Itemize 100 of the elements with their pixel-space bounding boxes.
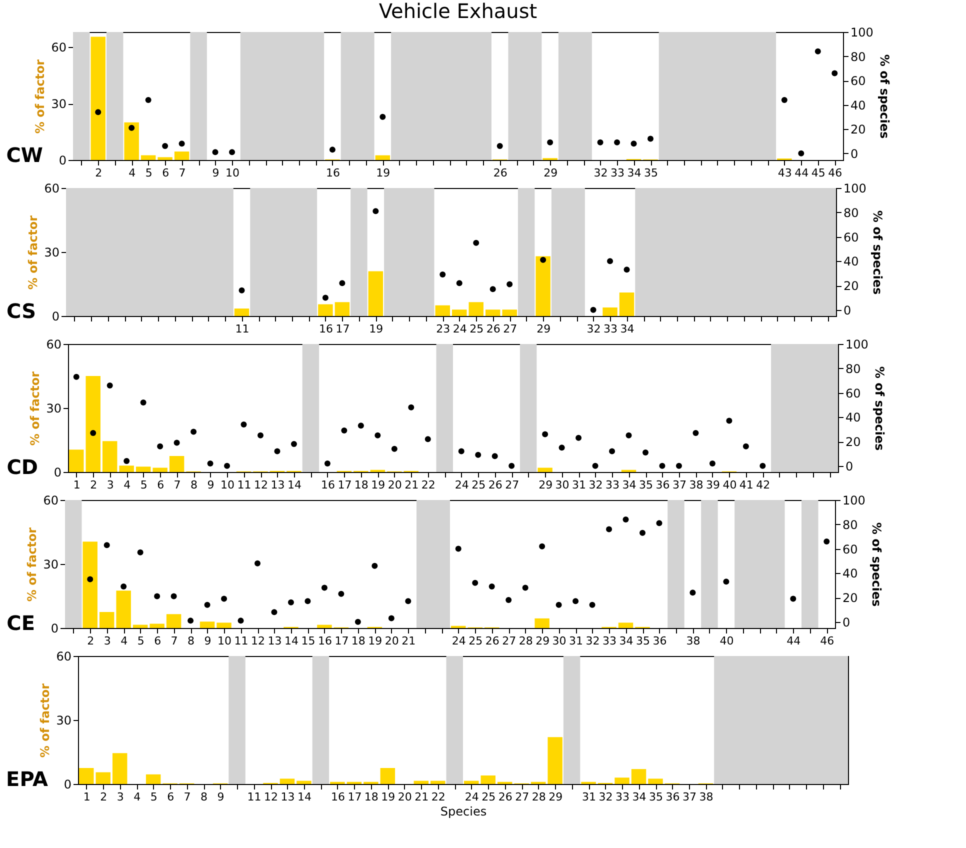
bar	[468, 302, 484, 316]
y-tick-label: 60	[46, 338, 62, 352]
x-tick-label: 44	[794, 166, 809, 180]
x-tick-label: 33	[610, 166, 625, 180]
x-tick-label: 12	[251, 634, 265, 648]
point	[271, 609, 278, 616]
x-tick-label: 21	[402, 634, 416, 648]
x-tick-label: 30	[552, 634, 566, 648]
point	[95, 109, 102, 116]
x-tick-label: 8	[188, 634, 195, 648]
x-tick-label: 42	[756, 478, 770, 492]
point	[73, 374, 80, 380]
bar	[502, 310, 517, 316]
x-tick-label: 8	[190, 478, 198, 492]
point	[128, 124, 135, 131]
y-tick-label: 30	[51, 97, 66, 112]
x-tick-label: 33	[602, 634, 617, 648]
point	[781, 96, 788, 103]
x-tick-label: 6	[154, 634, 162, 648]
point	[709, 460, 716, 466]
x-tick-label: 35	[639, 478, 653, 492]
x-tick-label: 7	[184, 790, 191, 804]
bar	[375, 155, 390, 160]
x-tick-label: 34	[620, 322, 634, 336]
y2-tick-label: 100	[850, 26, 874, 40]
x-tick-label: 29	[538, 478, 553, 492]
x-tick-label: 23	[436, 322, 450, 336]
y-axis-title: % of factor	[33, 59, 48, 134]
point	[329, 146, 336, 153]
x-tick-label: 32	[586, 322, 601, 336]
y-tick-label: 60	[51, 40, 66, 55]
point	[170, 593, 177, 600]
point	[372, 208, 379, 214]
point	[456, 280, 462, 286]
point	[540, 256, 546, 263]
x-tick-label: 13	[270, 478, 285, 492]
x-tick-label: 1	[73, 478, 80, 492]
x-tick-label: 25	[472, 478, 486, 492]
x-tick-label: 14	[297, 790, 312, 804]
x-tick-label: 17	[334, 634, 349, 648]
point	[238, 618, 244, 624]
x-tick-label: 31	[569, 634, 584, 648]
x-tick-label: 38	[699, 790, 714, 804]
point	[124, 458, 130, 464]
x-tick-label: 38	[689, 478, 704, 492]
x-tick-label: 16	[330, 790, 345, 804]
x-tick-label: 11	[247, 790, 262, 804]
point	[154, 593, 160, 600]
point	[640, 530, 646, 536]
y-tick-label: 0	[58, 154, 66, 168]
x-tick-label: 13	[280, 790, 295, 804]
x-tick-label: 6	[167, 790, 174, 804]
y2-tick-label: 80	[846, 362, 861, 376]
x-tick-label: 16	[318, 322, 333, 336]
x-tick-label: 5	[140, 478, 148, 492]
point	[798, 150, 804, 156]
bar	[86, 376, 100, 472]
x-tick-label: 2	[90, 478, 98, 492]
y2-tick-label: 100	[842, 494, 866, 508]
x-tick-label: 29	[548, 790, 563, 804]
point	[790, 596, 796, 602]
x-tick-label: 35	[649, 790, 663, 804]
y-tick-label: 60	[44, 182, 60, 196]
x-tick-label: 18	[354, 478, 368, 492]
x-tick-label: 19	[368, 634, 382, 648]
bar	[150, 624, 164, 628]
y2-tick-label: 0	[846, 459, 854, 474]
point	[388, 615, 394, 622]
point	[238, 287, 245, 294]
x-tick-label: 33	[606, 478, 620, 492]
x-tick-label: 25	[482, 790, 496, 804]
bar	[618, 622, 634, 628]
y2-axis-title: % of species	[869, 522, 884, 607]
point	[642, 450, 648, 456]
x-tick-label: 18	[364, 790, 378, 804]
bar	[280, 778, 295, 784]
x-tick-label: 27	[515, 790, 530, 804]
x-tick-label: 26	[498, 790, 512, 804]
bar	[631, 769, 646, 784]
bar	[69, 450, 84, 472]
x-tick-label: 5	[145, 166, 152, 180]
x-tick-label: 32	[594, 166, 608, 180]
y-tick-label: 60	[56, 650, 72, 664]
y2-tick-label: 0	[842, 615, 850, 630]
x-tick-label: 36	[656, 478, 670, 492]
x-tick-label: 35	[636, 634, 650, 648]
x-tick-label: 1	[83, 790, 90, 804]
x-tick-label: 33	[616, 790, 630, 804]
x-tick-label: 22	[431, 790, 446, 804]
bar	[380, 768, 396, 784]
x-tick-label: 35	[644, 166, 658, 180]
point	[742, 443, 749, 450]
x-tick-label: 11	[235, 322, 250, 336]
point	[322, 294, 328, 301]
x-tick-label: 29	[536, 322, 551, 336]
x-tick-label: 12	[264, 790, 278, 804]
point	[338, 590, 344, 597]
point	[321, 584, 328, 591]
x-tick-label: 31	[572, 478, 586, 492]
x-tick-label: 3	[106, 478, 114, 492]
